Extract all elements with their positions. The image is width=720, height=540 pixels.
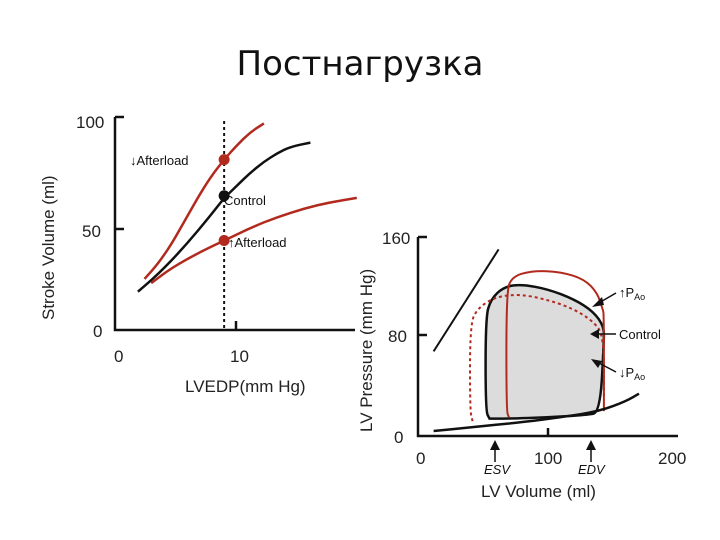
right-y-tick-label-0: 0: [394, 428, 403, 447]
marker-control: [218, 190, 230, 202]
slide-title: Постнагрузка: [236, 44, 484, 84]
pv-loop-increased-aortic-pressure: [505, 270, 605, 418]
down-pao-annotation: ↓PAo: [591, 359, 645, 382]
right-y-axis-label: LV Pressure (mm Hg): [357, 269, 376, 432]
edv-marker: EDV: [578, 440, 606, 477]
edv-label: EDV: [578, 462, 606, 477]
label-up-pao: ↑PAo: [619, 285, 645, 302]
left-y-tick-label-100: 100: [76, 113, 104, 132]
left-y-axis-label: Stroke Volume (ml): [39, 175, 58, 320]
marker-increased-afterload: [218, 235, 230, 247]
left-y-tick-label-50: 50: [82, 222, 101, 241]
pv-loop-decreased-aortic-pressure: [468, 294, 605, 422]
esv-marker: ESV: [484, 440, 511, 477]
espvr-line: [432, 248, 500, 352]
left-x-axis-label: LVEDP(mm Hg): [185, 377, 306, 396]
pv-loop-control: [484, 283, 606, 420]
left-chart-axes: [113, 117, 355, 332]
right-y-tick-label-160: 160: [382, 229, 410, 248]
up-pao-annotation: ↑PAo: [592, 285, 645, 307]
right-x-axis-label: LV Volume (ml): [481, 482, 596, 501]
label-pv-control: Control: [619, 327, 661, 342]
control-annotation: Control: [590, 327, 661, 342]
series-line-decreased-afterload: [143, 122, 265, 280]
right-y-tick-label-80: 80: [388, 327, 407, 346]
right-x-tick-label-100: 100: [534, 449, 562, 468]
left-x-tick-label-10: 10: [230, 347, 249, 366]
label-down-pao: ↓PAo: [619, 365, 645, 382]
edpvr-curve: [433, 392, 640, 433]
label-control: Control: [224, 193, 266, 208]
pressure-volume-chart: 160 80 0 0 100 200 LV Volume (ml) LV Pre…: [357, 229, 686, 501]
right-chart-axes: [416, 237, 678, 438]
esv-label: ESV: [484, 462, 511, 477]
label-increased-afterload: ↑Afterload: [228, 235, 287, 250]
left-x-tick-label-0: 0: [114, 347, 123, 366]
right-x-tick-label-200: 200: [658, 449, 686, 468]
stroke-volume-chart: 100 50 0 0 10 LVEDP(mm Hg) Stroke Volume…: [39, 113, 358, 396]
left-y-tick-label-0: 0: [93, 322, 102, 341]
marker-decreased-afterload: [218, 154, 230, 166]
series-line-control: [137, 141, 311, 293]
right-x-tick-label-0: 0: [416, 449, 425, 468]
label-decreased-afterload: ↓Afterload: [130, 153, 189, 168]
series-line-increased-afterload: [150, 196, 358, 285]
